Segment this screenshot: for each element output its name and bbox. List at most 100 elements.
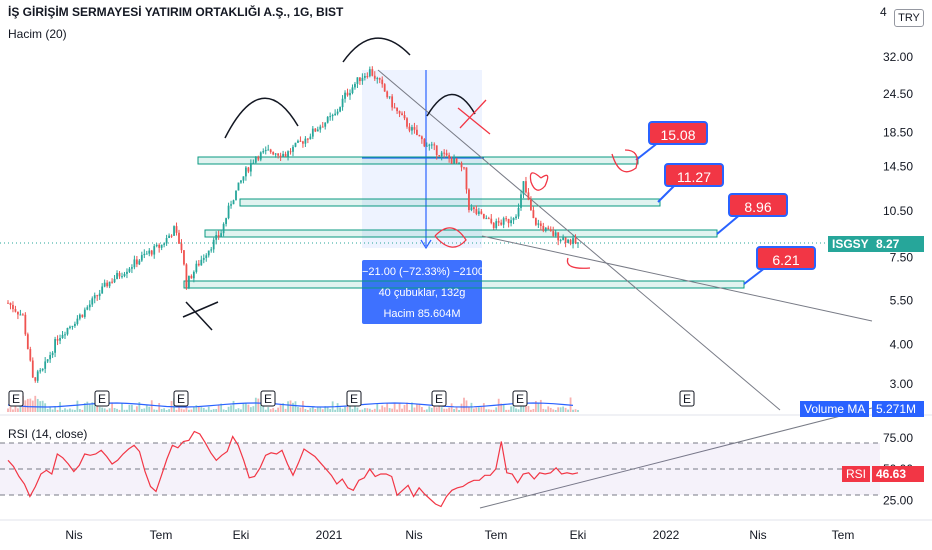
volume-bar	[36, 398, 39, 412]
price-axis-tick: 3.00	[890, 377, 914, 391]
trendline-rsi[interactable]	[479, 407, 873, 509]
rsi-indicator-label[interactable]: RSI (14, close)	[8, 427, 88, 441]
earnings-marker[interactable]	[346, 390, 362, 407]
candle-body	[269, 149, 272, 153]
volume-bar	[371, 409, 374, 412]
volume-bar	[492, 409, 495, 412]
callout-9[interactable]: 8.96	[728, 193, 788, 217]
earnings-marker[interactable]	[8, 390, 24, 407]
volume-bar	[356, 407, 359, 412]
volume-bar	[393, 402, 396, 412]
volume-bar	[505, 409, 508, 412]
callout-11[interactable]: 11.27	[664, 163, 724, 187]
earnings-marker[interactable]	[94, 390, 110, 407]
volume-bar	[249, 407, 252, 412]
zone-15[interactable]	[197, 156, 639, 165]
candle-body	[304, 138, 307, 144]
candle-body	[230, 204, 232, 206]
callout-15[interactable]: 15.08	[648, 121, 708, 145]
volume-bar	[430, 407, 433, 412]
earnings-marker[interactable]	[431, 390, 447, 407]
volume-bar	[183, 409, 185, 412]
volume-bar	[279, 404, 282, 412]
volume-bar	[339, 407, 341, 412]
volume-bar	[463, 397, 465, 412]
earnings-marker[interactable]	[512, 390, 528, 407]
candle-body	[465, 167, 468, 190]
volume-bar	[455, 407, 458, 412]
volume-bar	[567, 409, 569, 412]
candle-body	[314, 128, 317, 132]
volume-bar	[190, 409, 193, 412]
candle-body	[287, 151, 289, 157]
candle-body	[497, 221, 500, 223]
earnings-marker-label: E	[350, 392, 358, 406]
time-axis[interactable]: Nis Tem Eki 2021 Nis Tem Eki 2022 Nis Tem	[65, 528, 854, 542]
volume-bar	[93, 402, 96, 412]
volume-bar	[66, 409, 69, 412]
volume-bar	[502, 404, 505, 412]
volume-bar	[71, 409, 74, 412]
price-axis[interactable]: 32.00 24.50 18.50 14.50 10.50 7.50 5.50 4.00 3.0…	[883, 50, 913, 391]
rsi-value-tag: 46.63	[872, 466, 924, 482]
candle-body	[336, 111, 339, 114]
price-axis-tick: 32.00	[883, 50, 913, 64]
hand-drawings	[182, 37, 476, 331]
candle-body	[324, 122, 327, 127]
volume-bar	[297, 406, 299, 412]
price-axis-tick: 7.50	[890, 250, 914, 264]
candle-body	[93, 295, 96, 299]
volume-bar	[406, 402, 408, 412]
volume-bar	[140, 408, 143, 412]
volume-bar	[113, 407, 116, 412]
volume-bar	[267, 407, 270, 412]
candle-body	[49, 355, 52, 360]
zone-6[interactable]	[183, 280, 745, 289]
volume-bar	[51, 409, 54, 412]
candle-body	[106, 282, 109, 287]
callout-6[interactable]: 6.21	[756, 246, 816, 270]
volume-bar	[507, 409, 510, 412]
candle-body	[371, 69, 374, 76]
volume-bar	[220, 403, 223, 412]
volume-bar	[118, 409, 121, 412]
zone-11[interactable]	[239, 198, 661, 207]
candle-body	[361, 77, 364, 82]
trendline-support[interactable]	[481, 235, 873, 322]
volume-bar	[83, 403, 86, 412]
volume-bar	[49, 406, 52, 412]
currency-button[interactable]: TRY	[894, 9, 924, 27]
candle-body	[428, 144, 431, 146]
candle-body	[500, 222, 503, 225]
volume-bar	[259, 404, 262, 412]
volume-bar	[477, 407, 480, 412]
volume-bar	[517, 409, 520, 412]
chart-title: İŞ GİRİŞİM SERMAYESİ YATIRIM ORTAKLIĞI A…	[8, 5, 344, 19]
candle-body	[326, 116, 329, 123]
volume-indicator-label[interactable]: Hacim (20)	[8, 27, 67, 41]
earnings-marker[interactable]	[173, 390, 189, 407]
candle-body	[237, 182, 240, 191]
volume-bar	[495, 407, 498, 412]
volume-bar	[572, 409, 574, 412]
volume-bar	[460, 403, 463, 412]
volume-bar	[428, 406, 431, 412]
volume-bar	[131, 404, 133, 412]
candle-body	[294, 142, 297, 147]
volume-bar	[9, 406, 12, 412]
volume-bar	[349, 405, 351, 412]
candle-body	[460, 162, 463, 168]
candle-body	[195, 263, 198, 272]
volume-bar	[366, 408, 369, 412]
volume-bar	[247, 404, 250, 412]
candle-body	[557, 232, 560, 241]
volume-bar	[287, 401, 289, 412]
volume-bar	[235, 409, 237, 412]
volume-bar	[537, 402, 540, 412]
candle-body	[445, 153, 448, 156]
candle-body	[140, 255, 143, 261]
earnings-marker[interactable]	[260, 390, 276, 407]
earnings-marker[interactable]	[679, 390, 695, 407]
trendline-down[interactable]	[377, 69, 781, 411]
candle-body	[359, 77, 361, 82]
